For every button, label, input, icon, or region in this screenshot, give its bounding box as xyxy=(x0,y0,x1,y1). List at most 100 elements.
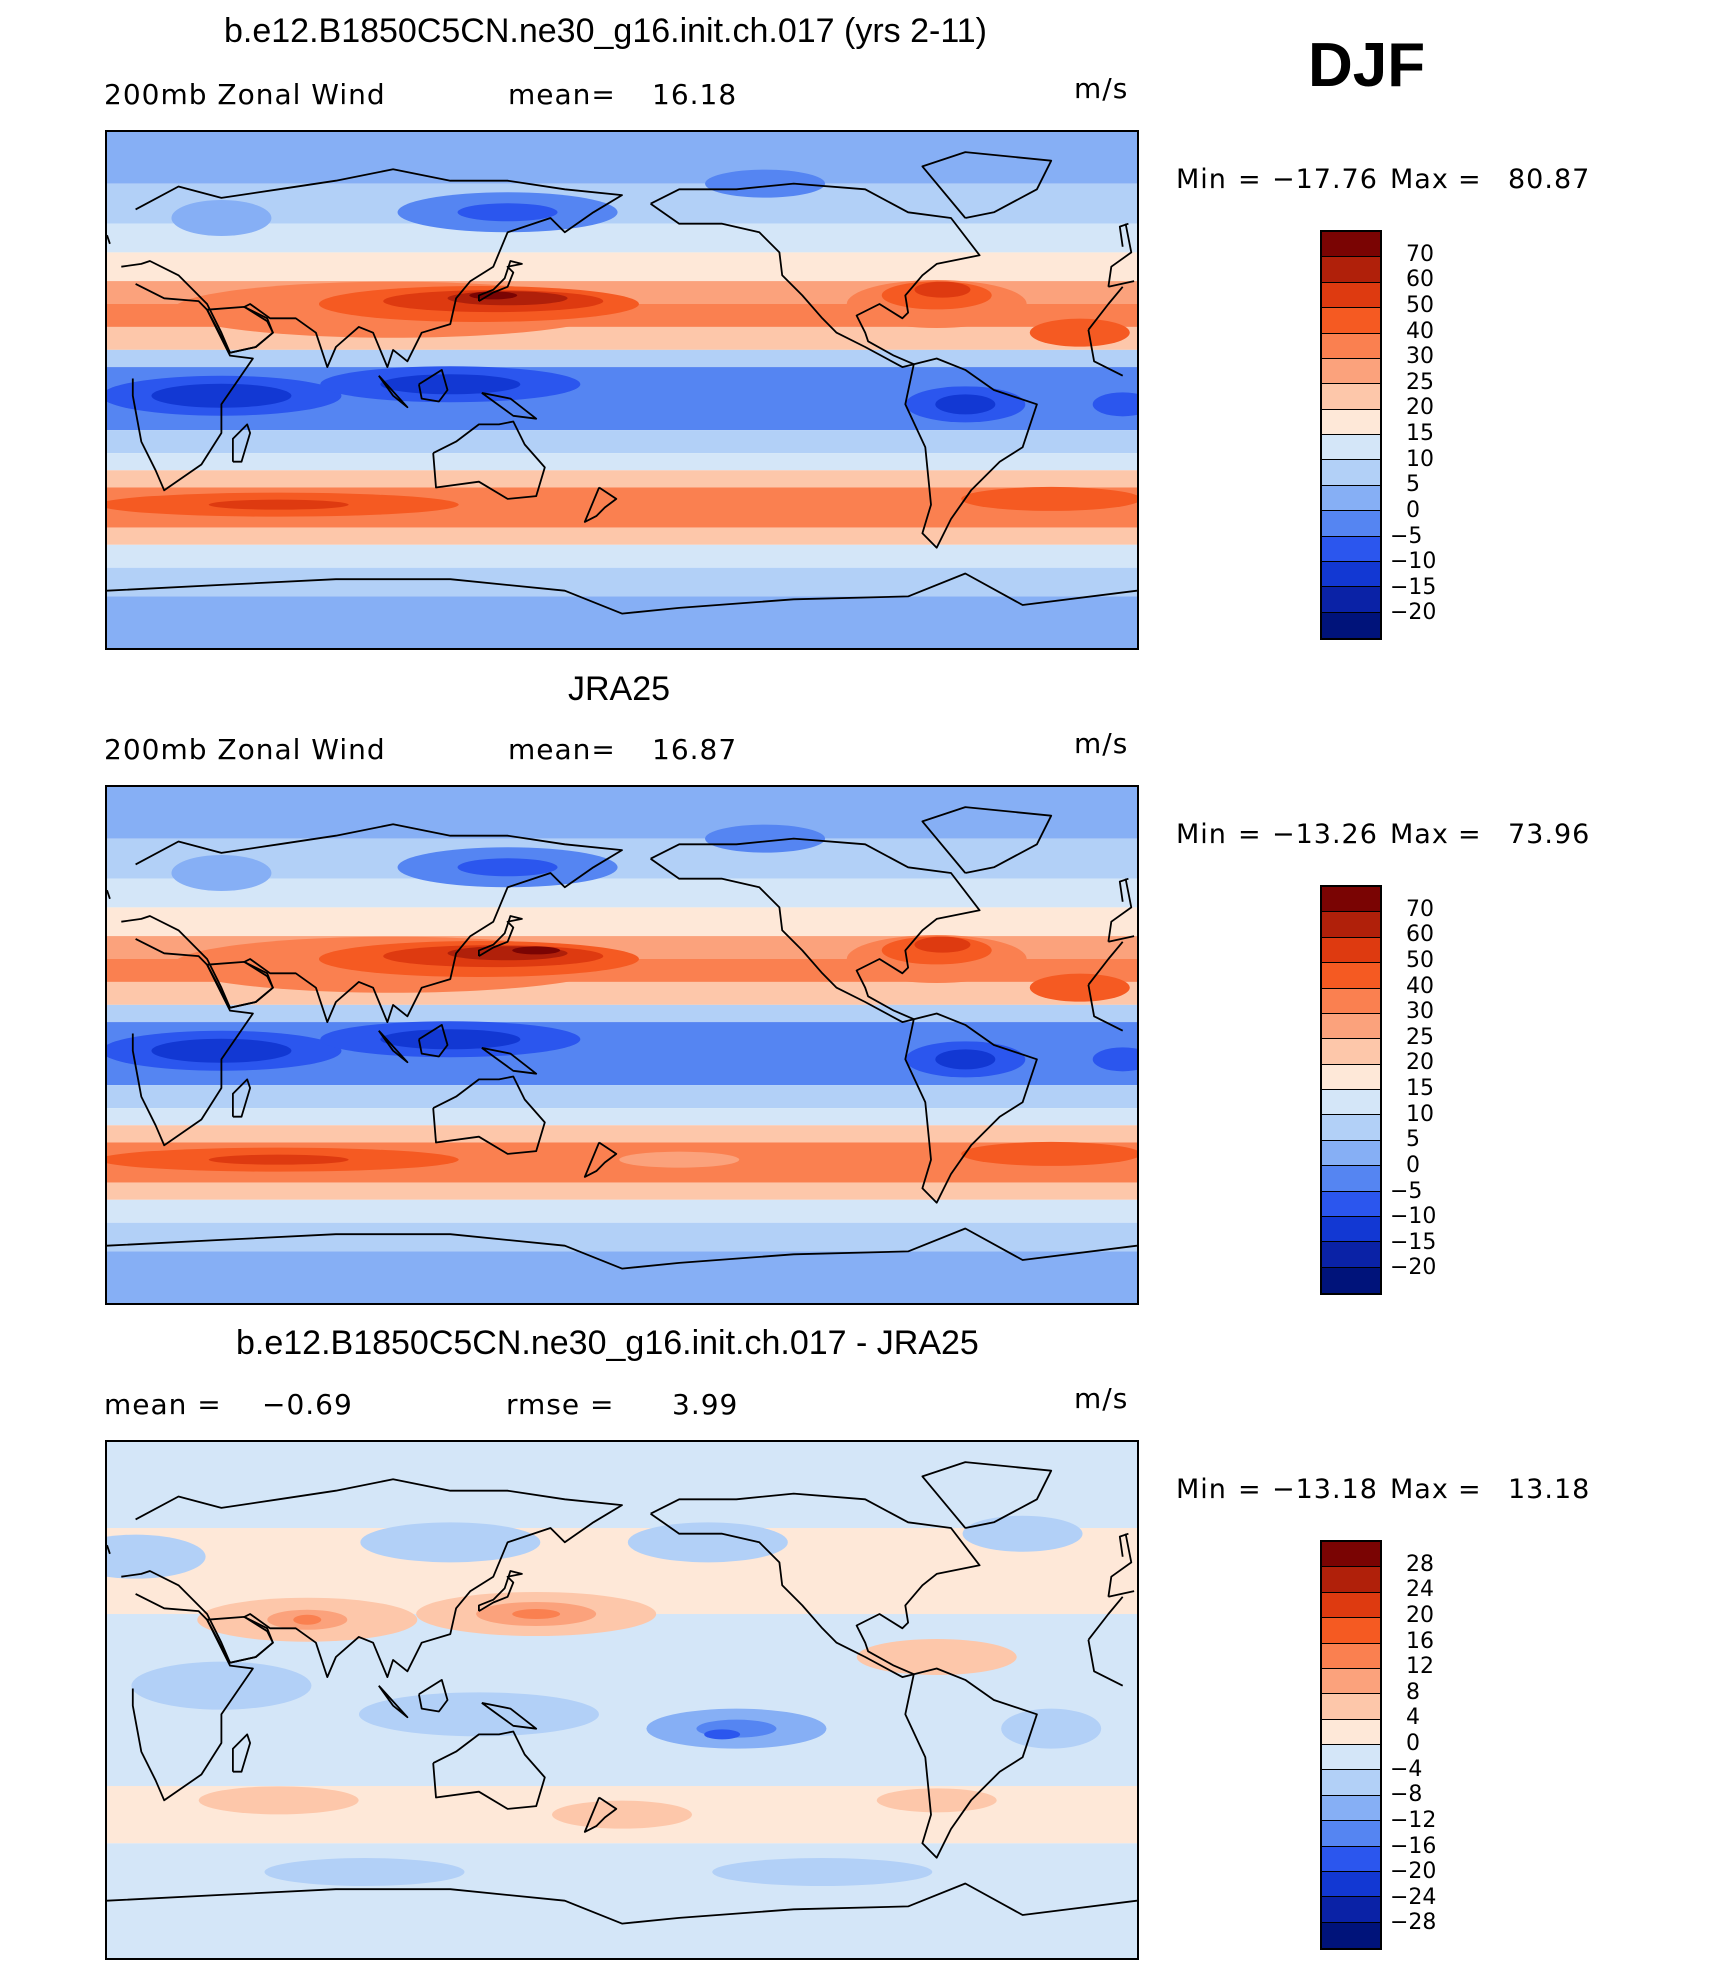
contour-region xyxy=(705,169,826,198)
contour-region xyxy=(264,1858,465,1886)
panel-2-min-value: −13.26 xyxy=(1272,819,1378,850)
contour-region xyxy=(360,1522,541,1563)
colorbar-swatch xyxy=(1322,561,1380,588)
coastline xyxy=(432,1730,546,1810)
contour-band xyxy=(107,527,1137,545)
contour-region xyxy=(856,1639,1017,1675)
coastline xyxy=(481,392,538,420)
coastline xyxy=(418,1023,449,1058)
panel-1-max-value: 80.87 xyxy=(1508,164,1591,195)
coastline xyxy=(232,423,252,463)
coastline xyxy=(107,234,111,245)
colorbar-tick-label: 12 xyxy=(1406,1654,1434,1680)
coastline xyxy=(1107,878,1133,942)
colorbar-swatch xyxy=(1322,1542,1380,1568)
panel-3-colorbar xyxy=(1320,1540,1382,1950)
contour-region xyxy=(627,1522,788,1563)
contour-region xyxy=(1029,318,1130,347)
panel-3-title: b.e12.B1850C5CN.ne30_g16.init.ch.017 - J… xyxy=(236,1324,979,1362)
colorbar-tick-label: −20 xyxy=(1390,600,1437,626)
colorbar-tick-label: −28 xyxy=(1390,1910,1437,1936)
panel-2-max-equals: = xyxy=(1458,819,1482,850)
colorbar-swatch xyxy=(1322,937,1380,964)
colorbar-tick-label: −10 xyxy=(1390,549,1437,575)
panel-3-contour-field xyxy=(107,1442,1137,1958)
contour-band xyxy=(107,132,1137,184)
contour-region xyxy=(469,291,518,300)
colorbar-tick-label: 0 xyxy=(1406,1152,1420,1178)
panel-2-contour-field xyxy=(107,787,1137,1303)
panel-1-mean-value: 16.18 xyxy=(652,78,738,111)
contour-region xyxy=(198,1786,359,1815)
colorbar-swatch xyxy=(1322,1643,1380,1669)
colorbar-swatch xyxy=(1322,1191,1380,1217)
coastline xyxy=(1087,329,1124,377)
contour-region xyxy=(131,1661,312,1710)
panel-3-max-label: Max xyxy=(1390,1474,1449,1505)
panel-3-units: m/s xyxy=(1074,1382,1129,1415)
coastline xyxy=(1108,280,1135,288)
panel-1-variable-label: 200mb Zonal Wind xyxy=(104,78,386,111)
colorbar-swatch xyxy=(1322,1821,1380,1847)
coastline xyxy=(378,1030,409,1064)
colorbar-swatch xyxy=(1322,988,1380,1014)
colorbar-swatch xyxy=(1322,333,1380,359)
contour-band xyxy=(107,1125,1137,1143)
contour-band xyxy=(107,1442,1137,1528)
colorbar-swatch xyxy=(1322,1115,1380,1141)
coastline xyxy=(650,837,981,1024)
contour-region xyxy=(208,1154,349,1165)
colorbar-tick-label: 24 xyxy=(1406,1577,1434,1603)
colorbar-swatch xyxy=(1322,384,1380,410)
contour-region xyxy=(935,1049,996,1070)
contour-region xyxy=(171,200,272,236)
colorbar-swatch xyxy=(1322,1267,1380,1293)
coastline xyxy=(477,915,523,957)
colorbar-swatch xyxy=(1322,1567,1380,1593)
colorbar-swatch xyxy=(1322,1242,1380,1268)
coastline xyxy=(1087,1596,1124,1641)
colorbar-swatch xyxy=(1322,1064,1380,1090)
panel-2-min-equals: = xyxy=(1238,819,1262,850)
contour-region xyxy=(619,1151,740,1168)
colorbar-swatch xyxy=(1322,1922,1380,1948)
panel-1-min-equals: = xyxy=(1238,164,1262,195)
colorbar-swatch xyxy=(1322,358,1380,385)
colorbar-swatch xyxy=(1322,963,1380,989)
contour-band xyxy=(107,470,1137,488)
coastline xyxy=(432,420,546,500)
panel-1-mean-label: mean= xyxy=(508,78,616,111)
contour-band xyxy=(107,787,1137,839)
colorbar-swatch xyxy=(1322,1592,1380,1619)
coastline xyxy=(583,1141,618,1178)
colorbar-swatch xyxy=(1322,1871,1380,1898)
colorbar-swatch xyxy=(1322,1166,1380,1192)
colorbar-swatch xyxy=(1322,409,1380,435)
colorbar-swatch xyxy=(1322,536,1380,562)
coastline xyxy=(921,151,1053,219)
colorbar-swatch xyxy=(1322,460,1380,486)
contour-band xyxy=(107,1199,1137,1223)
coastline xyxy=(583,486,618,523)
colorbar-tick-label: −8 xyxy=(1390,1782,1423,1808)
panel-3-min-label: Min xyxy=(1176,1474,1227,1505)
coastline xyxy=(378,375,409,409)
colorbar-tick-label: 25 xyxy=(1406,369,1434,395)
panel-3-map xyxy=(105,1440,1139,1960)
contour-region xyxy=(512,1609,561,1619)
coastline xyxy=(232,1078,252,1118)
coastline xyxy=(1087,286,1124,331)
coastline xyxy=(107,1544,111,1555)
colorbar-tick-label: 20 xyxy=(1406,395,1434,421)
colorbar-tick-label: −5 xyxy=(1390,1178,1423,1204)
colorbar-tick-label: 10 xyxy=(1406,1101,1434,1127)
colorbar-swatch xyxy=(1322,612,1380,638)
coastline xyxy=(232,1733,252,1773)
contour-region xyxy=(1001,1708,1102,1749)
colorbar-tick-label: −10 xyxy=(1390,1204,1437,1230)
contour-region xyxy=(171,855,272,891)
panel-2-variable-label: 200mb Zonal Wind xyxy=(104,733,386,766)
colorbar-swatch xyxy=(1322,1013,1380,1040)
contour-band xyxy=(107,907,1137,937)
coastline xyxy=(1118,877,1129,902)
